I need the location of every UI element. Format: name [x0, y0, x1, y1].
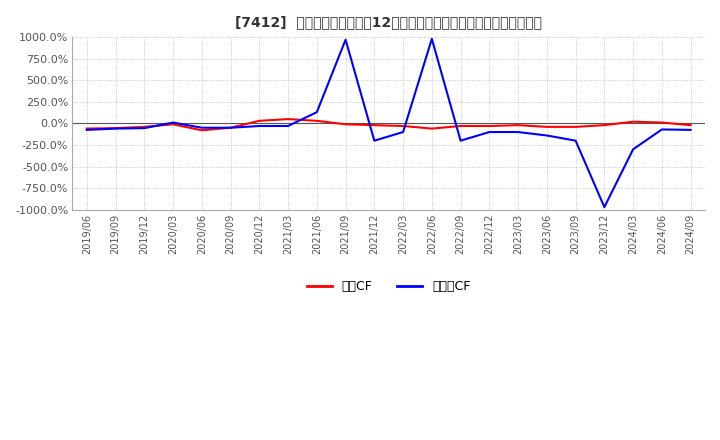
営業CF — [83, 126, 91, 131]
フリーCF — [514, 129, 523, 135]
フリーCF — [284, 123, 292, 128]
フリーCF — [399, 129, 408, 135]
Legend: 営業CF, フリーCF: 営業CF, フリーCF — [302, 275, 476, 298]
営業CF — [370, 122, 379, 128]
営業CF — [456, 123, 465, 128]
フリーCF — [600, 205, 608, 210]
営業CF — [428, 126, 436, 131]
Title: [7412]  キャッシュフローの12か月移動合計の対前年同期増減率の推移: [7412] キャッシュフローの12か月移動合計の対前年同期増減率の推移 — [235, 15, 542, 29]
フリーCF — [312, 110, 321, 115]
営業CF — [226, 125, 235, 130]
営業CF — [168, 121, 177, 127]
フリーCF — [571, 138, 580, 143]
営業CF — [399, 123, 408, 128]
フリーCF — [456, 138, 465, 143]
フリーCF — [629, 147, 637, 152]
営業CF — [284, 117, 292, 122]
フリーCF — [657, 127, 666, 132]
営業CF — [629, 119, 637, 125]
営業CF — [600, 122, 608, 128]
フリーCF — [370, 138, 379, 143]
フリーCF — [255, 123, 264, 128]
営業CF — [686, 122, 695, 128]
営業CF — [197, 128, 206, 133]
フリーCF — [341, 37, 350, 42]
営業CF — [111, 125, 120, 131]
フリーCF — [485, 129, 494, 135]
フリーCF — [686, 127, 695, 132]
フリーCF — [140, 125, 148, 131]
営業CF — [255, 118, 264, 124]
フリーCF — [168, 120, 177, 125]
営業CF — [514, 122, 523, 128]
営業CF — [543, 124, 552, 129]
営業CF — [312, 118, 321, 124]
フリーCF — [197, 125, 206, 130]
フリーCF — [428, 36, 436, 41]
フリーCF — [226, 125, 235, 130]
営業CF — [571, 124, 580, 129]
フリーCF — [83, 127, 91, 132]
フリーCF — [111, 126, 120, 131]
営業CF — [485, 123, 494, 128]
Line: フリーCF: フリーCF — [87, 39, 690, 207]
営業CF — [341, 121, 350, 127]
営業CF — [657, 120, 666, 125]
フリーCF — [543, 133, 552, 138]
営業CF — [140, 124, 148, 129]
Line: 営業CF: 営業CF — [87, 119, 690, 130]
